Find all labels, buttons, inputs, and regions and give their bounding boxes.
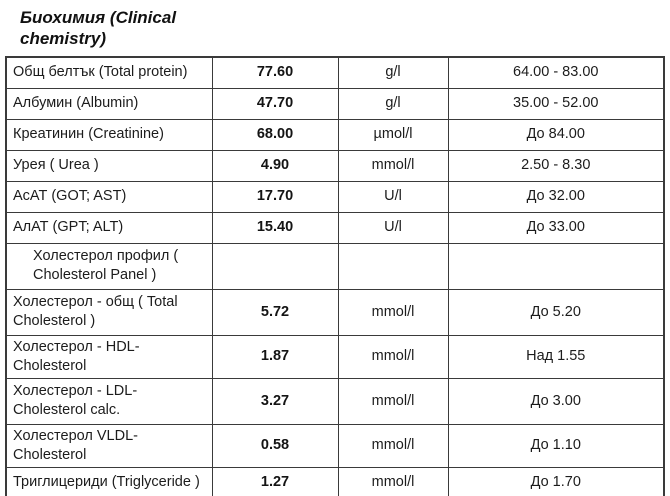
table-row: Холестерол - HDL-Cholesterol 1.87 mmol/l… <box>5 334 665 379</box>
unit-cell: U/l <box>337 211 449 244</box>
result-value-cell: 1.87 <box>211 334 339 379</box>
reference-range-cell: 64.00 - 83.00 <box>447 56 665 89</box>
test-name-cell: Урея ( Urea ) <box>5 149 213 182</box>
table-row: Холестерол VLDL-Cholesterol 0.58 mmol/l … <box>5 423 665 468</box>
reference-range-cell: До 84.00 <box>447 118 665 151</box>
unit-cell: mmol/l <box>337 377 449 425</box>
result-value-cell: 17.70 <box>211 180 339 213</box>
reference-range-cell: До 1.70 <box>447 466 665 496</box>
section-title-line1: Биохимия (Clinical <box>20 8 177 27</box>
result-value-cell: 3.27 <box>211 377 339 425</box>
result-value-cell: 68.00 <box>211 118 339 151</box>
table-row: Креатинин (Creatinine) 68.00 µmol/l До 8… <box>5 118 665 151</box>
result-value-cell: 1.27 <box>211 466 339 496</box>
reference-range-cell: 2.50 - 8.30 <box>447 149 665 182</box>
reference-range-cell: До 1.10 <box>447 423 665 468</box>
table-row: Урея ( Urea ) 4.90 mmol/l 2.50 - 8.30 <box>5 149 665 182</box>
reference-range-cell: До 3.00 <box>447 377 665 425</box>
unit-cell: g/l <box>337 56 449 89</box>
test-name-cell: Холестерол VLDL-Cholesterol <box>5 423 213 468</box>
test-name-cell: АсАТ (GOT; AST) <box>5 180 213 213</box>
unit-cell: U/l <box>337 180 449 213</box>
unit-cell: g/l <box>337 87 449 120</box>
reference-range-cell: До 32.00 <box>447 180 665 213</box>
unit-cell: mmol/l <box>337 149 449 182</box>
test-name-cell: Албумин (Albumin) <box>5 87 213 120</box>
table-row: Албумин (Albumin) 47.70 g/l 35.00 - 52.0… <box>5 87 665 120</box>
test-name-cell: Триглицериди (Triglyceride ) <box>5 466 213 496</box>
unit-cell <box>337 242 449 290</box>
result-value-cell: 5.72 <box>211 288 339 336</box>
table-row: Холестерол - общ ( Total Cholesterol ) 5… <box>5 288 665 336</box>
table-row: Холестерол - LDL-Cholesterol calc. 3.27 … <box>5 377 665 425</box>
test-name-cell: Общ белтък (Total protein) <box>5 56 213 89</box>
result-value-cell: 15.40 <box>211 211 339 244</box>
result-value-cell: 0.58 <box>211 423 339 468</box>
unit-cell: mmol/l <box>337 423 449 468</box>
table-row: АлАТ (GPT; ALT) 15.40 U/l До 33.00 <box>5 211 665 244</box>
unit-cell: µmol/l <box>337 118 449 151</box>
reference-range-cell: Над 1.55 <box>447 334 665 379</box>
test-name-cell: Холестерол - общ ( Total Cholesterol ) <box>5 288 213 336</box>
table-row: Общ белтък (Total protein) 77.60 g/l 64.… <box>5 56 665 89</box>
unit-cell: mmol/l <box>337 466 449 496</box>
result-value-cell: 77.60 <box>211 56 339 89</box>
unit-cell: mmol/l <box>337 288 449 336</box>
test-name-cell: Холестерол - LDL-Cholesterol calc. <box>5 377 213 425</box>
result-value-cell <box>211 242 339 290</box>
result-value-cell: 4.90 <box>211 149 339 182</box>
table-row: АсАТ (GOT; AST) 17.70 U/l До 32.00 <box>5 180 665 213</box>
lab-results-table: Общ белтък (Total protein) 77.60 g/l 64.… <box>5 56 665 496</box>
test-name-cell: Холестерол - HDL-Cholesterol <box>5 334 213 379</box>
test-name-cell: АлАТ (GPT; ALT) <box>5 211 213 244</box>
result-value-cell: 47.70 <box>211 87 339 120</box>
unit-cell: mmol/l <box>337 334 449 379</box>
section-title: Биохимия (Clinical chemistry) <box>20 7 670 49</box>
lab-results-body: Общ белтък (Total protein) 77.60 g/l 64.… <box>5 56 665 496</box>
reference-range-cell: До 5.20 <box>447 288 665 336</box>
table-row: Триглицериди (Triglyceride ) 1.27 mmol/l… <box>5 466 665 496</box>
test-name-cell: Холестерол профил ( Cholesterol Panel ) <box>5 242 213 290</box>
reference-range-cell <box>447 242 665 290</box>
section-title-line2: chemistry) <box>20 29 106 48</box>
table-row: Холестерол профил ( Cholesterol Panel ) <box>5 242 665 290</box>
reference-range-cell: 35.00 - 52.00 <box>447 87 665 120</box>
test-name-cell: Креатинин (Creatinine) <box>5 118 213 151</box>
reference-range-cell: До 33.00 <box>447 211 665 244</box>
